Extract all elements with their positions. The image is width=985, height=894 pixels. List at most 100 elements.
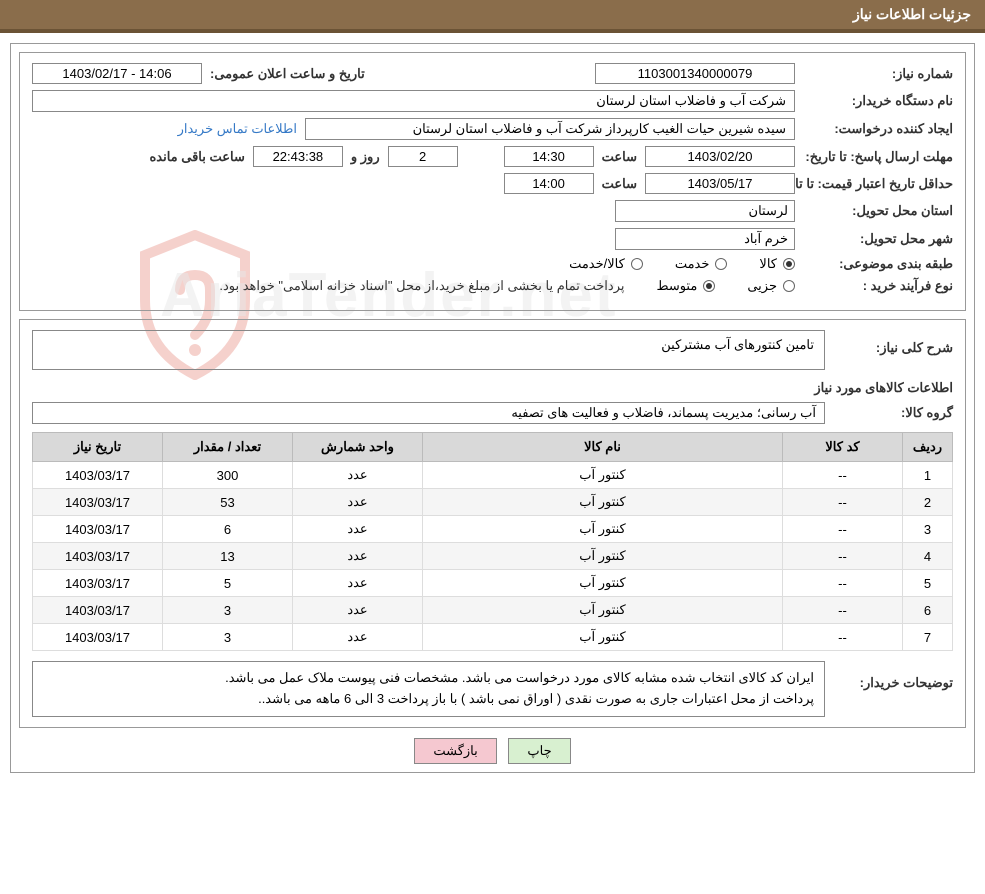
buyer-notes-box: ایران کد کالای انتخاب شده مشابه کالای مو…	[32, 661, 825, 717]
purchase-note: پرداخت تمام یا بخشی از مبلغ خرید،از محل …	[219, 278, 624, 294]
th-row: ردیف	[903, 433, 953, 462]
days-and-label: روز و	[351, 149, 380, 165]
radio-service[interactable]	[715, 258, 727, 270]
table-row: 2--کنتور آبعدد531403/03/17	[33, 489, 953, 516]
cell-n: 4	[903, 543, 953, 570]
goods-group-value: آب رسانی؛ مدیریت پسماند، فاضلاب و فعالیت…	[32, 402, 825, 424]
cell-qty: 6	[163, 516, 293, 543]
cell-date: 1403/03/17	[33, 624, 163, 651]
cell-date: 1403/03/17	[33, 597, 163, 624]
radio-partial[interactable]	[783, 280, 795, 292]
cell-name: کنتور آب	[423, 462, 783, 489]
price-validity-time-value: 14:00	[504, 173, 594, 194]
info-section-top: شماره نیاز: 1103001340000079 تاریخ و ساع…	[19, 52, 966, 311]
request-creator-value: سیده شیرین حیات الغیب کارپرداز شرکت آب و…	[305, 118, 795, 140]
cell-n: 6	[903, 597, 953, 624]
table-row: 3--کنتور آبعدد61403/03/17	[33, 516, 953, 543]
buyer-notes-line1: ایران کد کالای انتخاب شده مشابه کالای مو…	[43, 668, 814, 689]
announce-datetime-value: 14:06 - 1403/02/17	[32, 63, 202, 84]
cell-name: کنتور آب	[423, 516, 783, 543]
cell-n: 1	[903, 462, 953, 489]
table-row: 1--کنتور آبعدد3001403/03/17	[33, 462, 953, 489]
cell-qty: 3	[163, 624, 293, 651]
th-qty: تعداد / مقدار	[163, 433, 293, 462]
items-section-title: اطلاعات کالاهای مورد نیاز	[32, 380, 953, 396]
need-number-label: شماره نیاز:	[803, 66, 953, 82]
th-name: نام کالا	[423, 433, 783, 462]
cell-n: 7	[903, 624, 953, 651]
cell-unit: عدد	[293, 597, 423, 624]
radio-goods-service-label: کالا/خدمت	[569, 256, 625, 272]
category-radio-group: کالا خدمت کالا/خدمت	[569, 256, 795, 272]
cell-code: --	[783, 462, 903, 489]
radio-goods[interactable]	[783, 258, 795, 270]
remaining-label: ساعت باقی مانده	[149, 149, 244, 165]
deadline-time-value: 14:30	[504, 146, 594, 167]
items-table: ردیف کد کالا نام کالا واحد شمارش تعداد /…	[32, 432, 953, 651]
table-row: 7--کنتور آبعدد31403/03/17	[33, 624, 953, 651]
cell-n: 5	[903, 570, 953, 597]
main-container: شماره نیاز: 1103001340000079 تاریخ و ساع…	[10, 43, 975, 773]
radio-medium[interactable]	[703, 280, 715, 292]
cell-code: --	[783, 597, 903, 624]
purchase-type-radio-group: جزیی متوسط پرداخت تمام یا بخشی از مبلغ خ…	[219, 278, 795, 294]
announce-datetime-label: تاریخ و ساعت اعلان عمومی:	[210, 66, 365, 82]
cell-qty: 13	[163, 543, 293, 570]
cell-code: --	[783, 516, 903, 543]
cell-unit: عدد	[293, 570, 423, 597]
cell-unit: عدد	[293, 543, 423, 570]
cell-date: 1403/03/17	[33, 489, 163, 516]
deadline-date-value: 1403/02/20	[645, 146, 795, 167]
cell-n: 2	[903, 489, 953, 516]
hours-remaining-value: 22:43:38	[253, 146, 343, 167]
radio-goods-service[interactable]	[631, 258, 643, 270]
cell-unit: عدد	[293, 462, 423, 489]
back-button[interactable]: بازگشت	[414, 738, 496, 764]
cell-code: --	[783, 489, 903, 516]
page-title: جزئیات اطلاعات نیاز	[853, 6, 971, 22]
purchase-type-label: نوع فرآیند خرید :	[803, 278, 953, 294]
cell-qty: 5	[163, 570, 293, 597]
table-row: 6--کنتور آبعدد31403/03/17	[33, 597, 953, 624]
cell-unit: عدد	[293, 624, 423, 651]
th-code: کد کالا	[783, 433, 903, 462]
cell-qty: 3	[163, 597, 293, 624]
th-unit: واحد شمارش	[293, 433, 423, 462]
th-date: تاریخ نیاز	[33, 433, 163, 462]
cell-n: 3	[903, 516, 953, 543]
price-validity-date-value: 1403/05/17	[645, 173, 795, 194]
cell-code: --	[783, 543, 903, 570]
delivery-province-value: لرستان	[615, 200, 795, 222]
table-row: 4--کنتور آبعدد131403/03/17	[33, 543, 953, 570]
delivery-city-label: شهر محل تحویل:	[803, 231, 953, 247]
table-row: 5--کنتور آبعدد51403/03/17	[33, 570, 953, 597]
price-validity-label: حداقل تاریخ اعتبار قیمت: تا تاریخ:	[803, 176, 953, 192]
print-button[interactable]: چاپ	[508, 738, 570, 764]
page-header: جزئیات اطلاعات نیاز	[0, 0, 985, 33]
delivery-province-label: استان محل تحویل:	[803, 203, 953, 219]
need-desc-label: شرح کلی نیاز:	[833, 330, 953, 356]
cell-unit: عدد	[293, 489, 423, 516]
cell-name: کنتور آب	[423, 624, 783, 651]
category-label: طبقه بندی موضوعی:	[803, 256, 953, 272]
cell-code: --	[783, 570, 903, 597]
cell-date: 1403/03/17	[33, 543, 163, 570]
days-remaining-value: 2	[388, 146, 458, 167]
need-desc-value: تامین کنتورهای آب مشترکین	[32, 330, 825, 370]
buyer-org-value: شرکت آب و فاضلاب استان لرستان	[32, 90, 795, 112]
buyer-notes-label: توضیحات خریدار:	[833, 661, 953, 691]
request-creator-label: ایجاد کننده درخواست:	[803, 121, 953, 137]
deadline-time-label: ساعت	[602, 149, 637, 165]
radio-service-label: خدمت	[675, 256, 710, 272]
cell-date: 1403/03/17	[33, 570, 163, 597]
deadline-label: مهلت ارسال پاسخ: تا تاریخ:	[803, 149, 953, 165]
cell-qty: 300	[163, 462, 293, 489]
contact-buyer-link[interactable]: اطلاعات تماس خریدار	[178, 121, 297, 137]
buyer-notes-line2: پرداخت از محل اعتبارات جاری به صورت نقدی…	[43, 689, 814, 710]
cell-code: --	[783, 624, 903, 651]
cell-date: 1403/03/17	[33, 462, 163, 489]
cell-date: 1403/03/17	[33, 516, 163, 543]
info-section-details: شرح کلی نیاز: تامین کنتورهای آب مشترکین …	[19, 319, 966, 728]
cell-name: کنتور آب	[423, 570, 783, 597]
delivery-city-value: خرم آباد	[615, 228, 795, 250]
